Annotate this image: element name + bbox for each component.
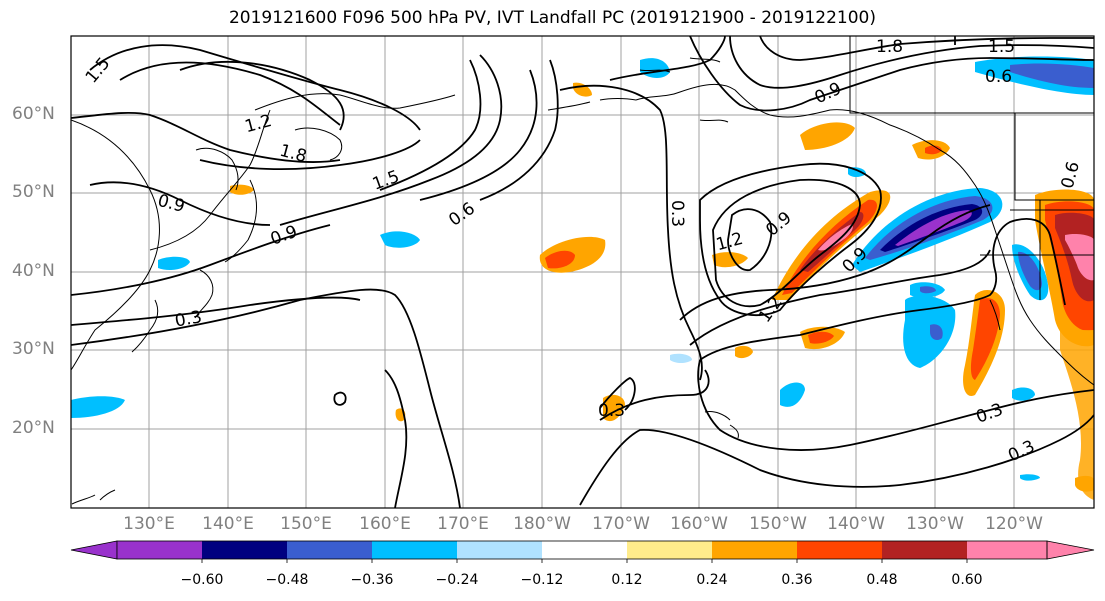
contour-label: 0.6	[985, 67, 1012, 87]
colorbar	[70, 540, 1095, 563]
lat-label-20n: 20°N	[12, 418, 55, 438]
colorbar-tick-label: −0.24	[435, 572, 479, 588]
map-title: 2019121600 F096 500 hPa PV, IVT Landfall…	[228, 8, 876, 28]
lon-label-160e: 160°E	[359, 514, 411, 534]
contour-label: 0.3	[598, 401, 625, 421]
negative-anomaly-coast	[71, 56, 1094, 481]
contour-label: 0.3	[173, 307, 203, 331]
lon-label-170w: 170°W	[592, 514, 650, 534]
colorbar-tick-label: 0.12	[611, 572, 643, 588]
lon-label-150e: 150°E	[280, 514, 332, 534]
colorbar-segment	[882, 541, 967, 559]
colorbar-tick-label: −0.60	[180, 572, 224, 588]
lon-label-140e: 140°E	[202, 514, 254, 534]
colorbar-max-extension	[1046, 540, 1095, 560]
colorbar-tick-label: 0.36	[781, 572, 813, 588]
lat-label-30n: 30°N	[12, 339, 55, 359]
lat-label-60n: 60°N	[12, 104, 55, 124]
colorbar-segment	[287, 541, 372, 559]
colorbar-tick-label: 0.48	[866, 572, 898, 588]
map-border	[70, 35, 1095, 509]
colorbar-tick-label: −0.36	[350, 572, 394, 588]
colorbar-segment	[372, 541, 457, 559]
colorbar-tick-label: 0.24	[696, 572, 728, 588]
lon-label-180w: 180°W	[513, 514, 571, 534]
lat-label-50n: 50°N	[12, 182, 55, 202]
colorbar-tick-label: −0.48	[265, 572, 309, 588]
colorbar-tick-label: 0.60	[951, 572, 983, 588]
lon-label-150w: 150°W	[749, 514, 807, 534]
colorbar-segment	[712, 541, 797, 559]
colorbar-segment	[967, 541, 1047, 559]
coastlines	[71, 36, 1094, 505]
colorbar-segment	[457, 541, 542, 559]
lon-label-170e: 170°E	[437, 514, 489, 534]
colorbar-min-extension	[70, 540, 118, 560]
colorbar-segment	[202, 541, 287, 559]
contour-label: 1.5	[988, 37, 1015, 57]
lon-label-160w: 160°W	[670, 514, 728, 534]
lon-label-120w: 120°W	[985, 514, 1043, 534]
pv-contours	[71, 36, 1094, 508]
negative-anomaly-jet	[852, 188, 1003, 272]
colorbar-segment	[117, 541, 202, 559]
colorbar-segment	[627, 541, 712, 559]
colorbar-tick-label: −0.12	[520, 572, 564, 588]
colorbar-border	[116, 540, 1048, 560]
colorbar-segment	[542, 541, 627, 559]
positive-anomaly-coast	[963, 189, 1094, 500]
lon-label-130e: 130°E	[123, 514, 175, 534]
colorbar-segment	[797, 541, 882, 559]
contour-label: 1.8	[876, 37, 903, 57]
lat-label-40n: 40°N	[12, 261, 55, 281]
positive-anomaly-small	[230, 82, 1094, 492]
contour-label: 0.3	[667, 200, 687, 227]
lon-label-140w: 140°W	[827, 514, 885, 534]
lon-label-130w: 130°W	[906, 514, 964, 534]
